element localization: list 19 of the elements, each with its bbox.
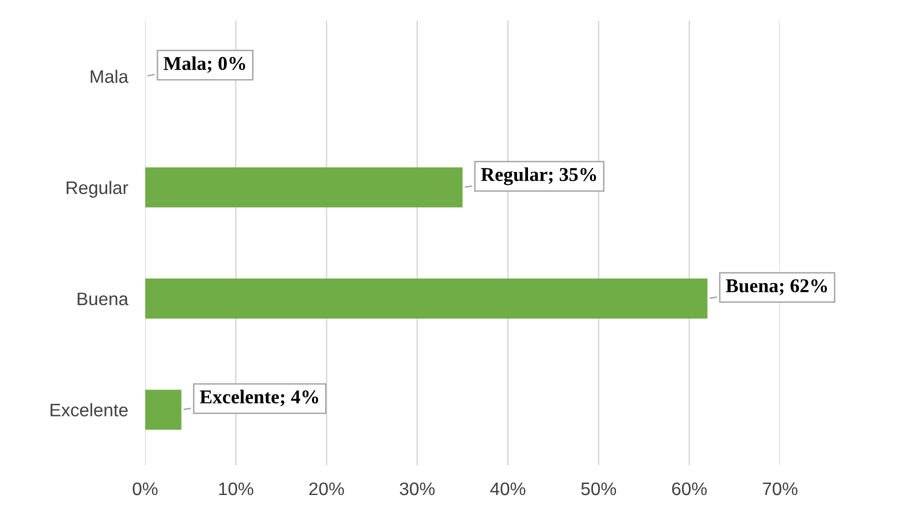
data-label: Buena; 62%	[726, 279, 827, 296]
x-tick-label: 30%	[400, 482, 435, 496]
x-tick-label: 10%	[219, 482, 254, 496]
data-label: Regular; 35%	[481, 167, 596, 186]
data-label: Mala; 0%	[164, 56, 246, 73]
x-tick-label: 60%	[672, 482, 707, 496]
x-tick-label: 40%	[490, 482, 526, 496]
y-tick-label: Excelente	[50, 403, 128, 416]
data-label: Excelente; 4%	[200, 390, 318, 406]
x-tick-label: 20%	[309, 482, 344, 496]
y-tick-label: Regular	[66, 180, 128, 198]
x-tick-label: 50%	[581, 482, 616, 496]
bar	[145, 278, 708, 319]
x-tick-label: 0%	[132, 482, 158, 496]
y-tick-label: Mala	[90, 70, 128, 83]
x-tick-label: 70%	[762, 482, 798, 496]
y-tick-label: Buena	[78, 292, 128, 306]
bar	[145, 390, 182, 430]
bar	[145, 167, 463, 208]
